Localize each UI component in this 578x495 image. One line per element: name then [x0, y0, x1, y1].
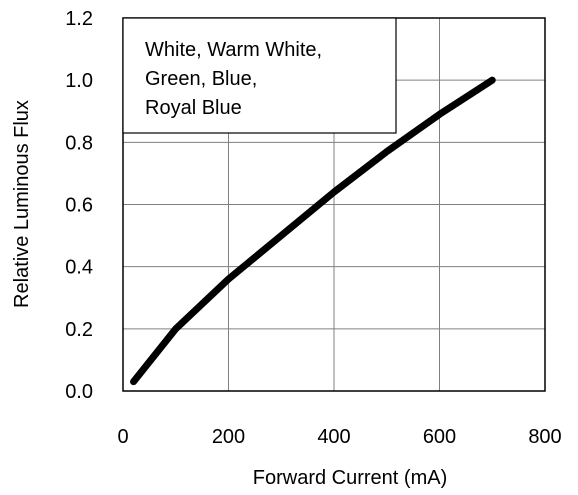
y-tick-label: 1.2: [65, 8, 93, 30]
y-tick-labels: 0.0 0.2 0.4 0.6 0.8 1.0 1.2: [65, 8, 93, 403]
y-tick-label: 0.6: [65, 195, 93, 217]
x-tick-label: 0: [117, 426, 128, 448]
x-tick-label: 800: [528, 426, 561, 448]
y-tick-label: 1.0: [65, 70, 93, 92]
series: [130, 76, 496, 386]
y-tick-label: 0.4: [65, 257, 93, 279]
legend-box: White, Warm White, Green, Blue, Royal Bl…: [122, 17, 397, 134]
y-tick-label: 0.8: [65, 132, 93, 154]
y-axis-label: Relative Luminous Flux: [11, 100, 33, 308]
legend-frame: [122, 17, 397, 134]
x-tick-label: 200: [212, 426, 245, 448]
series-line: [130, 76, 496, 386]
y-tick-label: 0.0: [65, 381, 93, 403]
legend-line-1: White, Warm White,: [145, 39, 322, 61]
x-tick-label: 600: [423, 426, 456, 448]
x-tick-label: 400: [317, 426, 350, 448]
x-axis-label: Forward Current (mA): [253, 467, 447, 489]
legend-line-2: Green, Blue,: [145, 68, 257, 90]
legend-line-3: Royal Blue: [145, 97, 242, 119]
x-tick-labels: 0 200 400 600 800: [117, 426, 561, 448]
y-tick-label: 0.2: [65, 319, 93, 341]
